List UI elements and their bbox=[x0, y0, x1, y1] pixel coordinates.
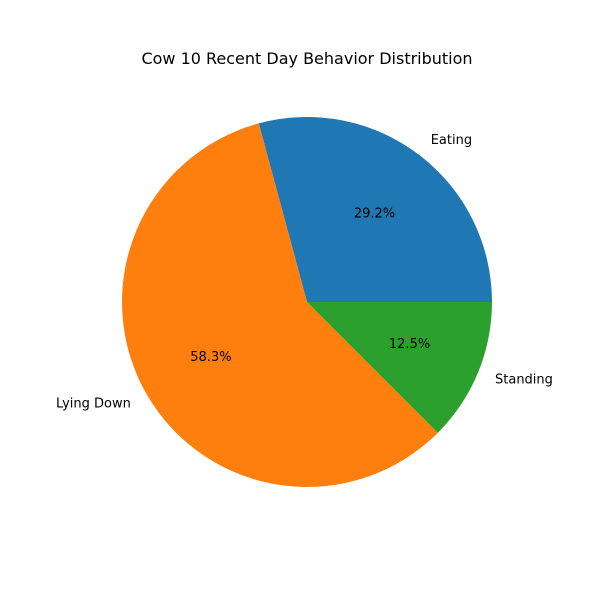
slice-label-lying-down: Lying Down bbox=[56, 396, 131, 411]
pie-slice-standing bbox=[307, 302, 492, 433]
chart-title: Cow 10 Recent Day Behavior Distribution bbox=[141, 49, 472, 68]
percent-label-eating: 29.2% bbox=[354, 206, 395, 221]
percent-label-standing: 12.5% bbox=[389, 337, 430, 352]
pie-slice-eating bbox=[258, 116, 492, 303]
pie-slice-lying-down bbox=[122, 123, 438, 488]
pie-slices bbox=[122, 116, 492, 488]
percent-label-lying-down: 58.3% bbox=[190, 350, 231, 365]
slice-label-standing: Standing bbox=[495, 372, 553, 387]
pie-labels: Eating 29.2% Lying Down 58.3% Standing 12.5% bbox=[56, 133, 553, 412]
slice-label-eating: Eating bbox=[431, 133, 472, 148]
